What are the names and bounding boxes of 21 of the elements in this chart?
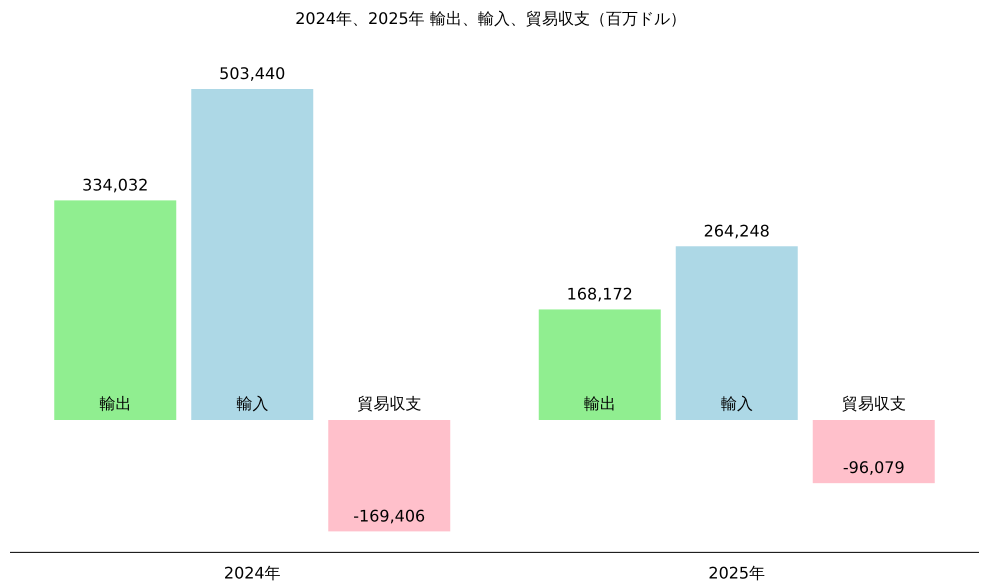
- text: 貿易収支: [842, 394, 906, 413]
- data-label: 503,440: [219, 64, 286, 83]
- data-label: -169,406: [353, 506, 426, 526]
- data-label: 168,172: [566, 284, 633, 304]
- bar: [676, 246, 798, 420]
- series-label: 貿易収支: [357, 394, 422, 413]
- bar: [538, 309, 661, 420]
- text: 輸入: [720, 394, 753, 413]
- bar: [328, 420, 450, 532]
- series-label: 輸入: [236, 394, 268, 413]
- xtick: 2024年: [224, 563, 281, 582]
- data-label: 334,032: [82, 175, 148, 194]
- bar: [191, 89, 314, 420]
- bar: [812, 420, 935, 484]
- bar: [54, 200, 176, 420]
- text: 輸出: [584, 394, 616, 413]
- data-label: -96,079: [842, 458, 905, 478]
- data-label: 264,248: [704, 221, 770, 240]
- series-label: 輸出: [99, 394, 132, 413]
- title: 2024年、2025年 輸出、輸入、貿易収支（百万ドル）: [295, 9, 686, 28]
- xtick: 2025年: [708, 563, 766, 582]
